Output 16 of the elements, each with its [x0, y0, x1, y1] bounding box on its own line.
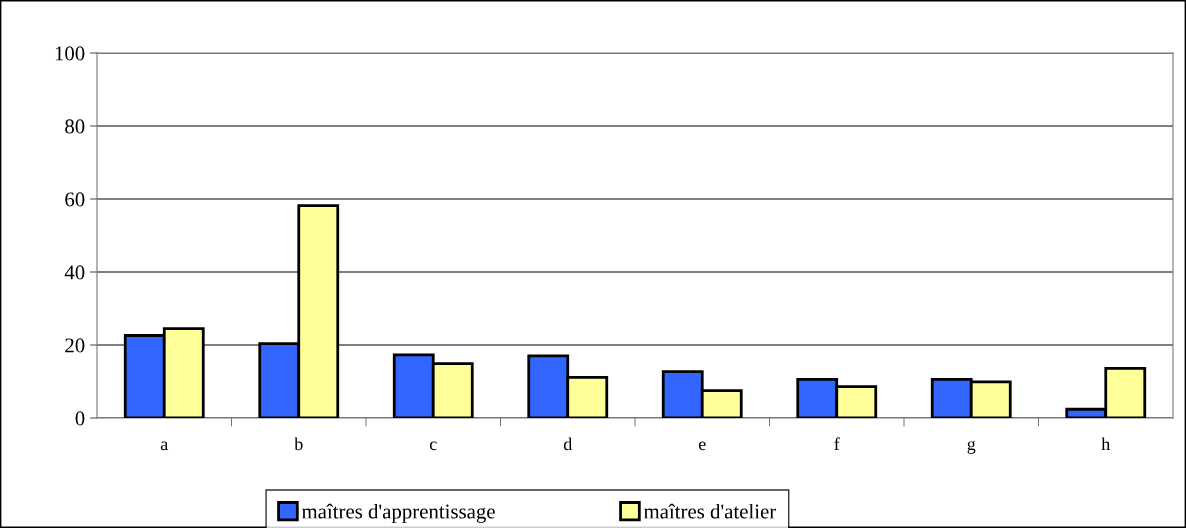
y-tick-label: 20 — [65, 338, 85, 353]
x-tick-label: c — [429, 441, 437, 451]
legend-label: maîtres d'atelier — [643, 503, 777, 519]
x-tick-label: a — [160, 441, 169, 451]
x-tick-label: g — [967, 440, 976, 454]
y-tick-label: 100 — [55, 46, 85, 61]
x-tick-label: b — [294, 437, 303, 451]
y-tick-label: 80 — [65, 119, 85, 134]
x-tick-label: d — [563, 437, 573, 451]
x-tick-label: f — [834, 437, 840, 450]
legend-label: maîtres d'apprentissage — [301, 503, 495, 523]
x-tick-label: e — [698, 441, 706, 451]
x-tick-label: h — [1101, 437, 1111, 450]
y-tick-label: 0 — [75, 411, 85, 426]
y-tick-label: 40 — [64, 265, 85, 280]
y-tick-label: 60 — [65, 192, 85, 207]
